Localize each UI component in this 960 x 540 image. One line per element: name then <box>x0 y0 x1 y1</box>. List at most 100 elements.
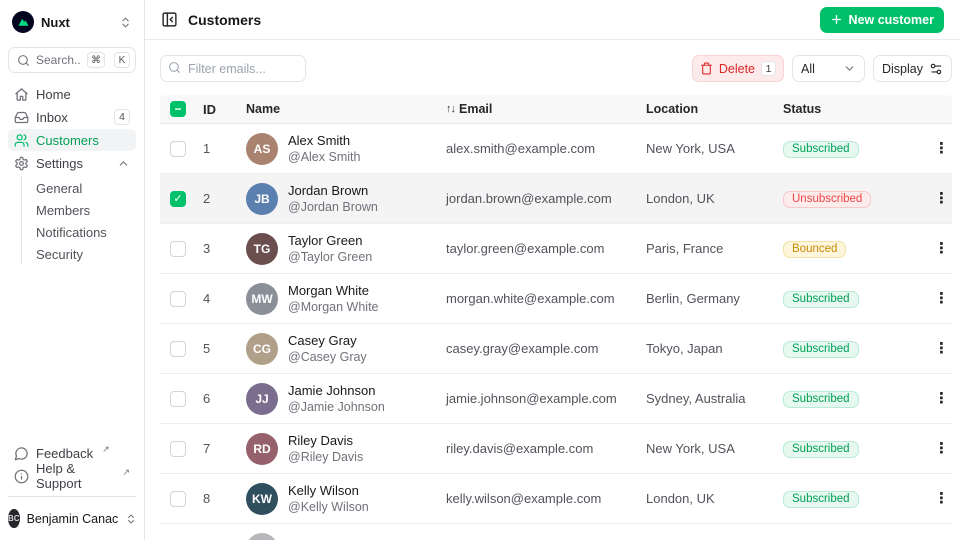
status-filter-select[interactable]: All <box>792 55 865 82</box>
external-link-icon: ↗ <box>122 467 130 477</box>
customer-handle: @Jordan Brown <box>288 199 378 214</box>
avatar: JJ <box>246 382 278 415</box>
sidebar-item-general[interactable]: General <box>36 180 83 196</box>
table-row[interactable]: 8 KW Kelly Wilson @Kelly Wilson kelly.wi… <box>160 474 952 524</box>
column-header-email[interactable]: ↑↓ Email <box>440 102 640 116</box>
row-menu-button[interactable]: ⋮ <box>934 489 949 507</box>
table-row[interactable]: 3 TG Taylor Green @Taylor Green taylor.g… <box>160 224 952 274</box>
sidebar-item-security[interactable]: Security <box>36 246 83 262</box>
customer-name: Taylor Green <box>288 232 363 248</box>
search-icon <box>17 54 30 67</box>
avatar: JB <box>246 182 278 215</box>
sidebar-item-customers[interactable]: Customers <box>8 129 136 151</box>
customer-handle: @Kelly Wilson <box>288 499 369 514</box>
page-header: Customers New customer <box>145 0 960 40</box>
sidebar-item-notifications[interactable]: Notifications <box>36 224 107 240</box>
customer-email: casey.gray@example.com <box>446 341 599 356</box>
chevrons-up-down-icon <box>119 16 132 29</box>
display-button[interactable]: Display <box>873 55 952 82</box>
sidebar-item-label: Settings <box>36 155 83 171</box>
customer-location: London, UK <box>646 191 715 206</box>
column-header-id: ID <box>203 101 216 117</box>
row-checkbox[interactable] <box>170 240 186 257</box>
column-header-name: Name <box>246 102 281 116</box>
new-customer-button[interactable]: New customer <box>819 6 944 33</box>
row-menu-button[interactable]: ⋮ <box>934 239 949 257</box>
status-badge: Subscribed <box>783 340 859 358</box>
user-menu[interactable]: BC Benjamin Canac <box>8 496 136 532</box>
customer-email: taylor.green@example.com <box>446 241 605 256</box>
row-checkbox[interactable] <box>170 290 186 307</box>
customer-handle: @Riley Davis <box>288 449 364 464</box>
status-badge: Subscribed <box>783 390 859 408</box>
avatar: CG <box>246 332 278 365</box>
customer-name: Kelly Wilson <box>288 482 359 498</box>
sidebar-item-settings[interactable]: Settings <box>8 152 136 174</box>
customer-name: Morgan White <box>288 282 369 298</box>
customer-email: jordan.brown@example.com <box>446 191 612 206</box>
status-badge: Subscribed <box>783 290 859 308</box>
sidebar-item-home[interactable]: Home <box>8 83 136 105</box>
sidebar-footer: Feedback ↗ Help & Support ↗ BC Benjamin … <box>8 442 136 532</box>
row-id: 6 <box>203 391 211 406</box>
customer-name: Jordan Brown <box>288 182 369 198</box>
row-menu-button[interactable]: ⋮ <box>934 339 949 357</box>
filter-emails-input[interactable] <box>160 55 306 82</box>
status-badge: Subscribed <box>783 490 859 508</box>
sidebar-item-label: Home <box>36 86 71 102</box>
email-header-label: Email <box>459 102 493 116</box>
table-row[interactable]: 2 JB Jordan Brown @Jordan Brown jordan.b… <box>160 174 952 224</box>
message-bubble-icon <box>14 446 29 461</box>
display-label: Display <box>882 61 923 76</box>
customer-name: Jamie Johnson <box>288 382 376 398</box>
row-menu-button[interactable]: ⋮ <box>934 439 949 457</box>
avatar: KW <box>246 482 278 515</box>
row-menu-button[interactable]: ⋮ <box>934 289 949 307</box>
customer-handle: @Casey Gray <box>288 349 367 364</box>
select-all-checkbox[interactable] <box>170 101 186 117</box>
user-avatar: BC <box>8 509 20 528</box>
table-row[interactable]: 4 MW Morgan White @Morgan White morgan.w… <box>160 274 952 324</box>
inbox-icon <box>14 110 29 125</box>
status-filter-value: All <box>801 61 815 76</box>
sidebar-item-inbox[interactable]: Inbox 4 <box>8 106 136 128</box>
table-row[interactable]: 5 CG Casey Gray @Casey Gray casey.gray@e… <box>160 324 952 374</box>
table-row[interactable]: 1 AS Alex Smith @Alex Smith alex.smith@e… <box>160 124 952 174</box>
customer-name: Casey Gray <box>288 332 357 348</box>
workspace-switcher[interactable]: Nuxt <box>8 10 136 34</box>
row-checkbox[interactable] <box>170 140 186 157</box>
row-menu-button[interactable]: ⋮ <box>934 389 949 407</box>
chevron-up-icon <box>117 157 130 170</box>
delete-button[interactable]: Delete 1 <box>691 55 784 82</box>
row-menu-button[interactable]: ⋮ <box>934 139 949 157</box>
sidebar-item-members[interactable]: Members <box>36 202 91 218</box>
row-checkbox[interactable] <box>170 440 186 457</box>
k-key: K <box>114 52 130 68</box>
sidebar-item-help-support[interactable]: Help & Support ↗ <box>8 461 136 491</box>
new-customer-label: New customer <box>848 12 934 27</box>
search-input[interactable]: Search... ⌘ K <box>8 47 136 73</box>
table-row[interactable]: ⋮ <box>160 524 952 540</box>
customer-name: Alex Smith <box>288 132 351 148</box>
external-link-icon: ↗ <box>102 444 110 454</box>
row-checkbox[interactable] <box>170 190 186 207</box>
sidebar-item-label: Feedback <box>36 445 94 461</box>
table-row[interactable]: 7 RD Riley Davis @Riley Davis riley.davi… <box>160 424 952 474</box>
inbox-count-badge: 4 <box>114 109 130 125</box>
row-checkbox[interactable] <box>170 340 186 357</box>
collapse-sidebar-icon[interactable] <box>161 11 178 28</box>
status-badge: Subscribed <box>783 440 859 458</box>
trash-icon <box>700 62 713 75</box>
row-checkbox[interactable] <box>170 490 186 507</box>
workspace-name: Nuxt <box>41 14 70 30</box>
row-checkbox[interactable] <box>170 390 186 407</box>
search-icon <box>168 61 181 74</box>
customer-location: Berlin, Germany <box>646 291 740 306</box>
customer-location: London, UK <box>646 491 715 506</box>
table-row[interactable]: 6 JJ Jamie Johnson @Jamie Johnson jamie.… <box>160 374 952 424</box>
row-menu-button[interactable]: ⋮ <box>934 189 949 207</box>
customer-handle: @Taylor Green <box>288 249 373 264</box>
sidebar-item-feedback[interactable]: Feedback ↗ <box>8 442 136 464</box>
customers-table: ID Name ↑↓ Email Location Status 1 AS Al… <box>145 95 960 540</box>
row-id: 3 <box>203 241 211 256</box>
